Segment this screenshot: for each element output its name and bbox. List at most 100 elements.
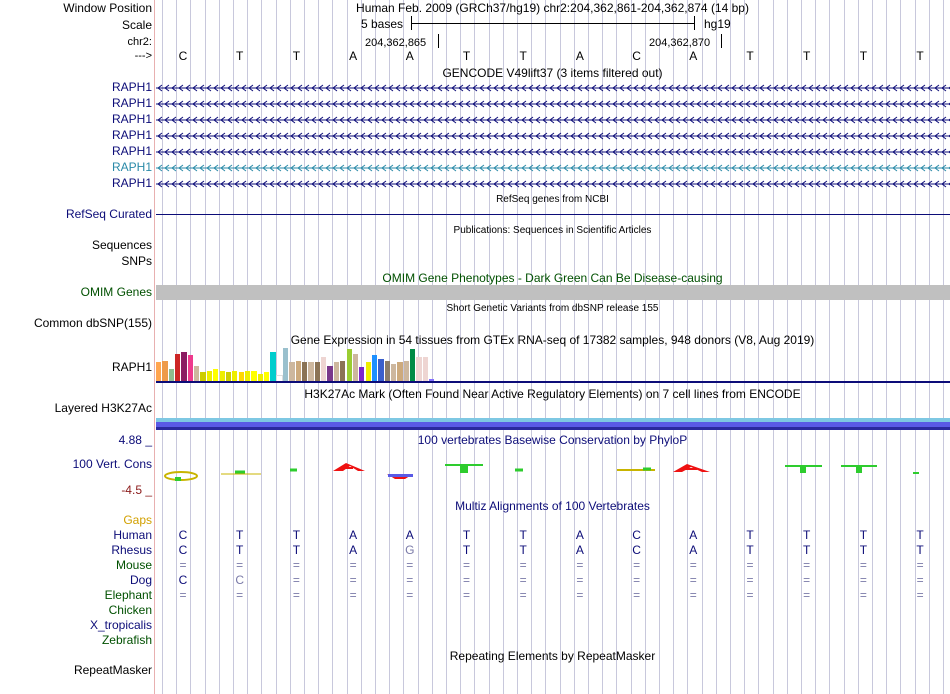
multiz-species-label[interactable]: Mouse [115, 558, 152, 572]
gtex-tissue-bar[interactable] [175, 354, 181, 381]
h3k27ac-signal-top[interactable] [156, 418, 950, 422]
gencode-transcript-label[interactable]: RAPH1 [111, 176, 152, 190]
gtex-tissue-bar[interactable] [422, 357, 428, 381]
gtex-gene-line[interactable] [156, 381, 950, 383]
gtex-tissue-bar[interactable] [327, 366, 333, 381]
multiz-species-label[interactable]: Dog [129, 573, 152, 587]
omim-feature-bar[interactable] [156, 285, 950, 300]
multiz-gaps-label[interactable]: Gaps [123, 513, 152, 527]
phylop-label[interactable]: 100 Vert. Cons [72, 457, 152, 471]
phylop-logo-t13 [841, 465, 877, 473]
gtex-tissue-bar[interactable] [365, 362, 371, 381]
gtex-tissue-bar[interactable] [270, 352, 276, 381]
gtex-tissue-bar[interactable] [162, 361, 168, 381]
gtex-tissue-bar[interactable] [206, 371, 213, 381]
gtex-tissue-bar[interactable] [213, 369, 219, 381]
multiz-base: C [632, 543, 641, 557]
gtex-tissue-bar[interactable] [187, 355, 194, 381]
gtex-tissue-bar[interactable] [225, 372, 232, 381]
multiz-species-label[interactable]: Human [113, 528, 152, 542]
h3k27ac-label[interactable]: Layered H3K27Ac [54, 401, 152, 415]
multiz-base: C [178, 528, 188, 542]
gtex-tissue-bar[interactable] [410, 349, 416, 381]
gtex-tissue-bar[interactable] [194, 366, 200, 381]
gencode-transcript-line[interactable] [156, 163, 950, 173]
multiz-base: = [916, 588, 924, 602]
multiz-species-label[interactable]: Zebrafish [101, 633, 152, 647]
h3k27ac-signal-bottom[interactable] [156, 427, 950, 430]
gencode-transcript-label[interactable]: RAPH1 [111, 96, 152, 110]
gtex-tissue-bar[interactable] [321, 357, 327, 381]
publications-sequences-label[interactable]: Sequences [91, 238, 152, 252]
gtex-tissue-bar[interactable] [397, 362, 403, 381]
gtex-tissue-bar[interactable] [283, 348, 289, 381]
gtex-tissue-bar[interactable] [263, 372, 270, 381]
gtex-tissue-bar[interactable] [384, 361, 390, 381]
multiz-species-label[interactable]: Rhesus [111, 543, 152, 557]
gtex-tissue-bar[interactable] [275, 375, 283, 382]
gtex-tissue-bar[interactable] [333, 362, 340, 381]
strand-arrows [157, 180, 950, 188]
gtex-tissue-bar[interactable] [390, 364, 397, 381]
gtex-tissue-bar[interactable] [340, 361, 346, 381]
gencode-transcript-label[interactable]: RAPH1 [111, 112, 152, 126]
gtex-gene-label[interactable]: RAPH1 [111, 360, 152, 374]
dbsnp-label[interactable]: Common dbSNP(155) [33, 316, 152, 330]
multiz-base: = [519, 558, 527, 572]
refseq-label[interactable]: RefSeq Curated [65, 207, 152, 221]
repeatmasker-label[interactable]: RepeatMasker [73, 663, 152, 677]
gtex-tissue-bar[interactable] [181, 352, 187, 381]
multiz-base: = [179, 558, 187, 572]
gencode-transcript-label[interactable]: RAPH1 [111, 80, 152, 94]
gtex-tissue-bar[interactable] [168, 369, 174, 381]
refseq-track-title: RefSeq genes from NCBI [496, 194, 609, 205]
publications-snps-label[interactable]: SNPs [121, 254, 152, 268]
multiz-base: = [462, 588, 470, 602]
gtex-tissue-bar[interactable] [219, 371, 225, 381]
gtex-tissue-bar[interactable] [378, 359, 384, 381]
gencode-transcript-label[interactable]: RAPH1 [111, 160, 152, 174]
gtex-tissue-bar[interactable] [346, 349, 352, 381]
multiz-base: C [632, 528, 641, 542]
gtex-tissue-bar[interactable] [156, 362, 162, 381]
gtex-tissue-bar[interactable] [371, 355, 378, 381]
strand-arrows [157, 100, 950, 108]
gtex-tissue-bar[interactable] [251, 371, 257, 381]
multiz-base: T [462, 528, 471, 542]
h3k27ac-signal-mid[interactable] [156, 422, 950, 427]
dna-base: C [178, 49, 188, 63]
gtex-tissue-bar[interactable] [352, 354, 359, 381]
omim-label[interactable]: OMIM Genes [80, 285, 152, 299]
gtex-tissue-bar[interactable] [289, 362, 295, 381]
refseq-feature-line[interactable] [156, 214, 950, 215]
gtex-tissue-bar[interactable] [308, 362, 314, 381]
multiz-species-label[interactable]: Chicken [108, 603, 152, 617]
multiz-species-label[interactable]: Elephant [104, 588, 152, 602]
gtex-tissue-bar[interactable] [200, 372, 206, 381]
gtex-tissue-bar[interactable] [314, 362, 321, 381]
gtex-tissue-bar[interactable] [416, 357, 422, 381]
gtex-tissue-bar[interactable] [244, 371, 251, 381]
gtex-tissue-bar[interactable] [295, 361, 301, 381]
gtex-tissue-bar[interactable] [238, 372, 244, 381]
multiz-base: = [916, 558, 924, 572]
gencode-transcript-line[interactable] [156, 147, 950, 157]
gencode-track-title[interactable]: GENCODE V49lift37 (3 items filtered out) [442, 66, 663, 80]
gtex-tissue-bar[interactable] [359, 367, 365, 381]
gencode-transcript-label[interactable]: RAPH1 [111, 128, 152, 142]
phylop-logo[interactable] [155, 452, 950, 492]
gencode-transcript-line[interactable] [156, 83, 950, 93]
gtex-tissue-bar[interactable] [429, 379, 435, 381]
gtex-tissue-bar[interactable] [302, 362, 308, 381]
multiz-base: = [576, 558, 584, 572]
dna-base: T [519, 49, 527, 63]
gencode-transcript-line[interactable] [156, 115, 950, 125]
gencode-transcript-line[interactable] [156, 131, 950, 141]
multiz-species-label[interactable]: X_tropicalis [89, 618, 152, 632]
gencode-transcript-line[interactable] [156, 179, 950, 189]
gencode-transcript-label[interactable]: RAPH1 [111, 144, 152, 158]
gencode-transcript-line[interactable] [156, 99, 950, 109]
gtex-tissue-bar[interactable] [232, 371, 238, 381]
gtex-tissue-bar[interactable] [403, 361, 409, 381]
gtex-tissue-bar[interactable] [257, 374, 263, 381]
